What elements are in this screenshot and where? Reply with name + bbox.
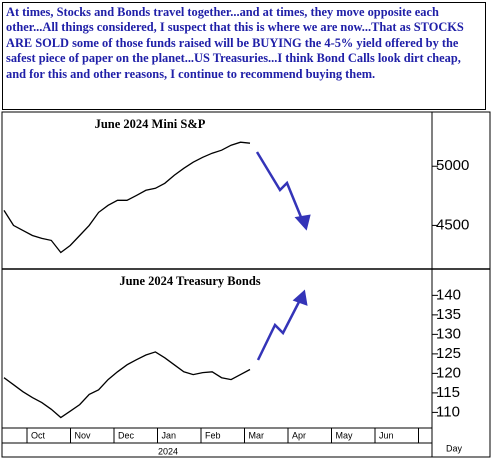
projection-arrows [255,151,311,361]
frame [1,111,491,458]
panel-title: June 2024 Treasury Bonds [119,274,260,288]
x-tick-label: May [336,430,354,440]
x-tick-label: Apr [292,430,306,440]
y-tick-label: 140 [436,286,461,303]
y-tick-label: 115 [436,384,460,401]
price-line [3,141,251,254]
x-axis-label: Day [446,443,463,453]
y-tick-label: 125 [436,345,461,362]
y-tick-label: 4500 [436,216,469,233]
down-arrow [255,151,305,223]
y-tick-label: 135 [436,306,461,323]
x-tick-label: Oct [31,430,46,440]
x-tick-label: Dec [118,430,135,440]
price-line [3,351,251,419]
x-tick-label: Nov [75,430,92,440]
y-tick-label: 120 [436,364,461,381]
y-tick-label: 130 [436,325,461,342]
x-tick-label: Mar [249,430,265,440]
x-tick-label: Jan [162,430,177,440]
arrow-head [294,214,311,231]
x-tick-label: Jun [379,430,394,440]
y-tick-label: 5000 [436,157,469,174]
y-tick-label: 110 [436,403,460,420]
year-label: 2024 [158,446,178,456]
x-tick-label: Feb [205,430,221,440]
arrow-head [292,289,308,306]
up-arrow [256,297,303,361]
commentary: At times, Stocks and Bonds travel togeth… [2,2,486,110]
panel-title: June 2024 Mini S&P [95,117,206,131]
